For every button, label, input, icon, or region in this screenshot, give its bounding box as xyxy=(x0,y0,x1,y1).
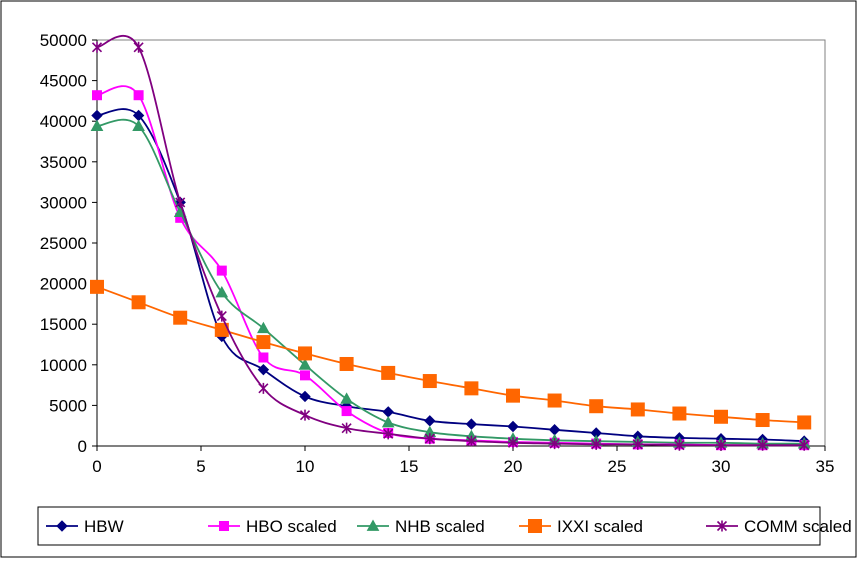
data-point xyxy=(298,358,312,370)
data-point xyxy=(591,438,602,450)
legend-marker xyxy=(219,521,229,531)
data-point xyxy=(257,363,270,376)
data-point xyxy=(674,439,685,451)
data-point xyxy=(755,413,770,428)
data-point xyxy=(630,402,645,417)
y-tick-label: 35000 xyxy=(40,153,87,172)
data-point xyxy=(256,335,271,350)
plot-area xyxy=(96,39,826,447)
data-point xyxy=(757,439,768,451)
legend-label: NHB scaled xyxy=(395,517,485,536)
legend-marker xyxy=(528,519,542,533)
y-tick-label: 45000 xyxy=(40,72,87,91)
data-point xyxy=(381,365,396,380)
data-point xyxy=(216,265,227,276)
data-point xyxy=(339,356,354,371)
data-point xyxy=(92,90,102,101)
data-point xyxy=(341,422,352,434)
data-point xyxy=(258,382,269,394)
y-tick-label: 40000 xyxy=(40,112,87,131)
data-point xyxy=(507,437,519,449)
data-point xyxy=(341,406,352,417)
data-point xyxy=(797,415,812,430)
x-tick-label: 15 xyxy=(400,457,419,476)
data-point xyxy=(131,295,146,310)
legend-item: IXXI scaled xyxy=(519,517,643,536)
data-point xyxy=(299,409,311,421)
legend-marker xyxy=(716,520,728,532)
legend-marker xyxy=(366,519,380,531)
data-point xyxy=(300,370,310,381)
series-comm-scaled xyxy=(91,34,810,451)
series-ixxi-scaled xyxy=(90,279,812,430)
data-point xyxy=(549,438,560,450)
legend: HBW HBO scaled NHB scaled IXXI scaled COMM s… xyxy=(37,506,852,546)
data-point xyxy=(715,439,727,451)
data-point xyxy=(507,420,519,433)
data-point xyxy=(298,346,312,361)
y-tick-label: 5000 xyxy=(49,396,87,415)
data-point xyxy=(258,352,269,363)
y-tick-label: 50000 xyxy=(40,31,87,50)
data-point xyxy=(589,399,604,414)
legend-item: HBW xyxy=(46,517,124,536)
data-point xyxy=(90,279,104,294)
y-tick-label: 0 xyxy=(78,437,87,456)
x-tick-label: 5 xyxy=(196,457,205,476)
data-point xyxy=(133,90,144,101)
data-point xyxy=(381,415,395,428)
data-point xyxy=(91,41,103,53)
data-point xyxy=(466,435,477,447)
data-point xyxy=(257,321,270,334)
x-tick-label: 35 xyxy=(816,457,835,476)
data-point xyxy=(216,310,227,322)
x-tick-label: 10 xyxy=(296,457,315,476)
legend-marker xyxy=(56,520,68,532)
data-point xyxy=(422,374,437,389)
data-point xyxy=(299,390,311,403)
data-point xyxy=(215,286,229,298)
data-point xyxy=(424,433,435,445)
legend-item: NHB scaled xyxy=(357,517,485,536)
x-tick-label: 30 xyxy=(712,457,731,476)
y-tick-label: 30000 xyxy=(40,193,87,212)
data-point xyxy=(799,439,810,451)
data-point xyxy=(632,438,643,450)
legend-item: COMM scaled xyxy=(706,517,852,536)
legend-label: IXXI scaled xyxy=(557,517,643,536)
x-tick-label: 20 xyxy=(504,457,523,476)
series-group xyxy=(90,34,812,451)
x-tick-label: 25 xyxy=(608,457,627,476)
data-point xyxy=(672,406,687,421)
data-point xyxy=(465,418,478,430)
legend-label: COMM scaled xyxy=(744,517,852,536)
y-tick-label: 15000 xyxy=(40,315,87,334)
legend-box xyxy=(37,506,821,546)
data-point xyxy=(175,196,186,208)
data-point xyxy=(383,428,394,440)
data-point xyxy=(464,381,479,396)
legend-item: HBO scaled xyxy=(208,517,337,536)
y-tick-label: 25000 xyxy=(40,234,87,253)
data-point xyxy=(173,310,188,325)
axes: 0 5000 10000 15000 20000 25000 30000 35000 40000… xyxy=(40,31,835,476)
data-point xyxy=(547,393,562,408)
data-point xyxy=(90,119,104,131)
legend-label: HBO scaled xyxy=(246,517,337,536)
y-tick-label: 10000 xyxy=(40,356,87,375)
data-point xyxy=(714,409,728,424)
data-point xyxy=(340,392,353,404)
data-point xyxy=(132,119,145,131)
data-point xyxy=(133,41,144,53)
y-tick-label: 20000 xyxy=(40,275,87,294)
data-point xyxy=(506,388,520,403)
legend-label: HBW xyxy=(84,517,124,536)
x-tick-label: 0 xyxy=(92,457,101,476)
